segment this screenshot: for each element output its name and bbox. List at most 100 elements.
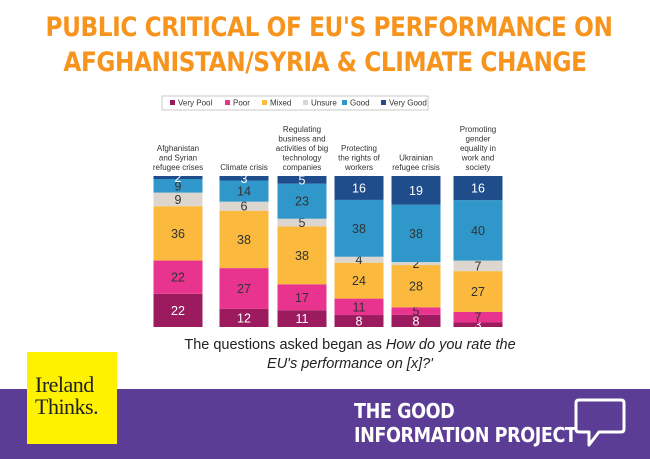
data-label: 9 — [175, 193, 182, 207]
data-label: 28 — [409, 280, 423, 294]
title-line-2: AFGHANISTAN/SYRIA & CLIMATE CHANGE — [63, 47, 587, 78]
legend-label: Very Pool — [178, 99, 212, 108]
bar-segment — [219, 176, 269, 181]
data-label: 16 — [352, 181, 366, 195]
data-label: 11 — [296, 312, 309, 326]
bar-segment — [219, 180, 269, 202]
project-line-2: INFORMATION PROJECT — [354, 423, 577, 447]
bar-segment — [153, 179, 203, 193]
bar-segment — [277, 183, 327, 219]
data-label: 9 — [175, 179, 182, 193]
bar-segment — [391, 262, 441, 266]
data-label: 36 — [171, 227, 185, 241]
data-label: 5 — [299, 173, 306, 187]
data-label: 19 — [409, 184, 423, 198]
bar-segment — [219, 308, 269, 327]
stacked-bar-chart: Very Pool Poor Mixed Unsure Good Very Good Afg… — [153, 95, 503, 330]
legend-swatch — [262, 100, 267, 105]
data-label: 14 — [237, 185, 251, 199]
legend-label: Very Good — [389, 99, 427, 108]
data-label: 16 — [471, 182, 485, 196]
data-label: 38 — [295, 249, 309, 263]
bar-segment — [453, 200, 503, 261]
bar-segment — [391, 176, 441, 205]
speech-bubble-icon — [574, 398, 626, 447]
data-label: 11 — [353, 300, 366, 314]
data-label: 12 — [237, 311, 251, 325]
data-label: 7 — [475, 259, 482, 273]
bar-segment — [453, 260, 503, 272]
logo-line-2: Thinks. — [35, 394, 99, 419]
title-line-1: PUBLIC CRITICAL OF EU'S PERFORMANCE ON — [45, 12, 613, 43]
legend-swatch — [303, 100, 308, 105]
data-label: 8 — [356, 315, 363, 329]
data-label: 22 — [171, 271, 185, 285]
category-label: Ukrainian refugee crisis — [392, 154, 440, 173]
data-label: 40 — [471, 224, 485, 238]
data-label: 38 — [409, 227, 423, 241]
bar-segment — [391, 265, 441, 308]
bar-segment — [153, 176, 203, 180]
bar-segment — [334, 315, 384, 327]
category-label: Climate crisis — [220, 163, 268, 172]
data-label: 8 — [413, 314, 420, 328]
legend-label: Unsure — [311, 99, 337, 108]
category-label: Afghanistan and Syrian refugee crises — [153, 144, 203, 172]
bar-segment — [153, 260, 203, 294]
data-label: 38 — [237, 233, 251, 247]
data-label: 4 — [356, 253, 363, 267]
bar-segment — [153, 192, 203, 207]
data-label: 38 — [352, 222, 366, 236]
legend-label: Poor — [233, 99, 250, 108]
bar-segment — [277, 226, 327, 285]
good-information-project-logo: THE GOOD INFORMATION PROJECT — [354, 399, 607, 447]
data-label: 5 — [413, 305, 420, 319]
data-label: 27 — [471, 285, 485, 299]
bar-segment — [153, 293, 203, 327]
category-label: Promoting gender equality in work and societ… — [460, 125, 496, 172]
category-label: Protecting the rights of workers — [338, 144, 381, 172]
data-label: 17 — [295, 291, 309, 305]
bar-segment — [391, 307, 441, 315]
bar-segment — [391, 314, 441, 327]
data-label: 7 — [475, 311, 482, 325]
question-italic: How do you rate the EU's performance on … — [267, 337, 516, 372]
bar-segment — [334, 262, 384, 299]
category-label: Regulating business and activities of big t… — [276, 125, 328, 172]
data-label: 24 — [352, 274, 366, 288]
legend-label: Good — [350, 99, 370, 108]
bar-segment — [334, 298, 384, 316]
question-note: The questions asked began as How do you … — [170, 336, 530, 374]
data-label: 22 — [171, 304, 185, 318]
data-label: 3 — [475, 318, 482, 330]
data-label: 6 — [241, 200, 248, 214]
bar-segment — [334, 199, 384, 257]
bar-segment — [453, 176, 503, 201]
legend-swatch — [381, 100, 386, 105]
legend-label: Mixed — [270, 99, 291, 108]
legend-swatch — [225, 100, 230, 105]
logo-line-1: Ireland — [35, 372, 94, 397]
bar-segment — [453, 322, 503, 327]
logo-text: Ireland Thinks. — [35, 372, 99, 419]
bar-segment — [277, 218, 327, 227]
bar-segment — [391, 204, 441, 263]
question-prefix: The questions asked began as — [184, 337, 386, 353]
bar-segment — [153, 206, 203, 261]
data-label: 23 — [295, 195, 309, 209]
bar-segment — [277, 284, 327, 311]
bar-segment — [219, 268, 269, 309]
data-label: 3 — [241, 172, 248, 186]
bar-segment — [453, 271, 503, 312]
bar-segment — [334, 176, 384, 200]
data-label: 5 — [299, 216, 306, 230]
data-label: 2 — [175, 171, 182, 185]
legend-box — [161, 95, 429, 111]
bar-segment — [334, 256, 384, 263]
bar-segment — [453, 311, 503, 323]
bar-segment — [277, 176, 327, 184]
data-label: 27 — [237, 282, 251, 296]
bar-segment — [219, 201, 269, 211]
bar-segment — [219, 210, 269, 269]
chart-title: PUBLIC CRITICAL OF EU'S PERFORMANCE ON A… — [0, 10, 650, 80]
